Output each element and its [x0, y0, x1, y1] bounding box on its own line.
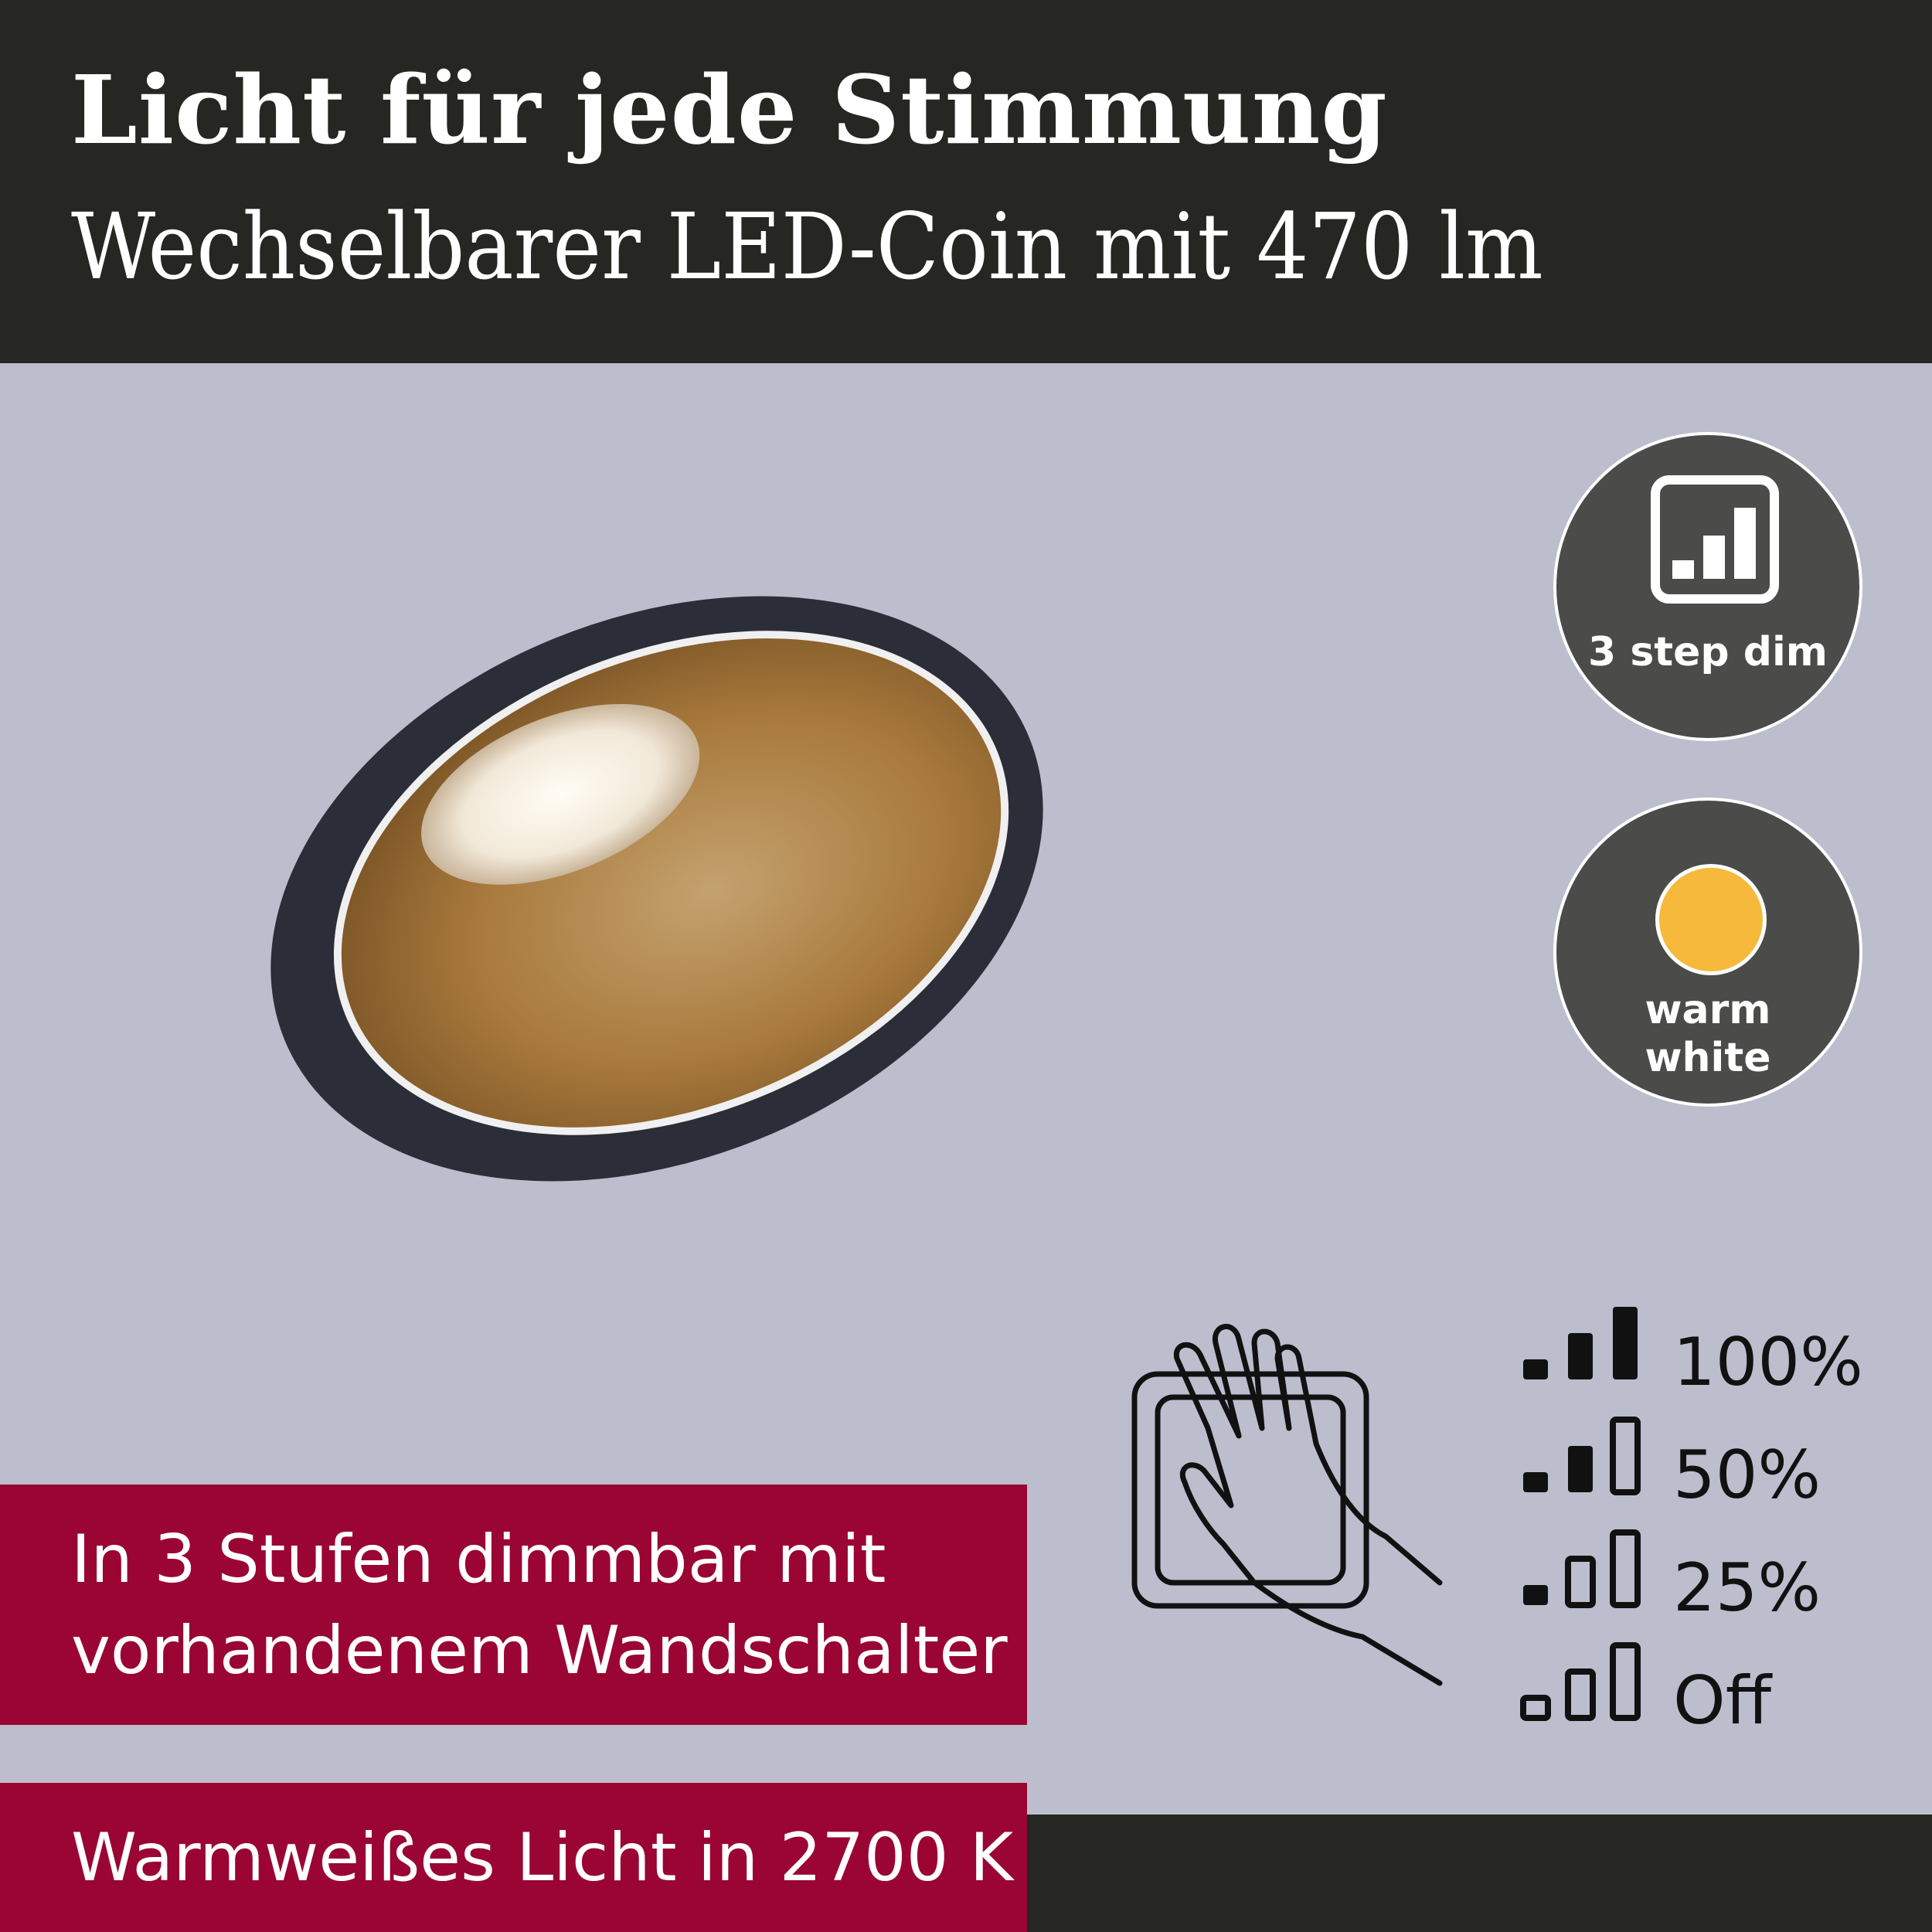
bar-empty [1565, 1556, 1596, 1608]
signal-bars-icon [1520, 1642, 1641, 1721]
dim-level-label: 100% [1673, 1324, 1863, 1401]
dim-level-label: 25% [1673, 1549, 1821, 1627]
warm-white-dot-icon [1655, 864, 1767, 975]
bar-filled [1613, 1307, 1638, 1379]
bar-filled [1523, 1472, 1548, 1492]
feature-dimming-box: In 3 Stufen dimmbar mit vorhandenem Wand… [0, 1485, 1027, 1725]
feature-dimming-line2: vorhandenem Wandschalter [71, 1612, 1008, 1689]
bar-empty [1610, 1642, 1641, 1721]
bar-empty [1610, 1417, 1641, 1495]
signal-bars-icon [1523, 1307, 1638, 1379]
badge-label-line2: white [1645, 1035, 1771, 1081]
signal-bars-icon [1523, 1529, 1641, 1608]
feature-color-temp: Warmweißes Licht in 2700 K [71, 1819, 1014, 1896]
dim-level-label: Off [1673, 1662, 1771, 1740]
badge-label-line1: warm [1645, 987, 1771, 1033]
badge-warm-white: warm white [1553, 798, 1862, 1107]
footer-bar [1027, 1815, 1932, 1932]
bar-filled [1523, 1585, 1548, 1605]
feature-color-temp-box: Warmweißes Licht in 2700 K [0, 1783, 1027, 1932]
bar-empty [1565, 1668, 1596, 1721]
badge-3-step-dim: 3 step dim [1553, 432, 1862, 741]
dim-steps-icon [1651, 475, 1779, 604]
bar-empty [1610, 1529, 1641, 1608]
bar-filled [1568, 1446, 1593, 1492]
page-subtitle: Wechselbarer LED-Coin mit 470 lm [71, 193, 1543, 300]
page-title: Licht für jede Stimmung [71, 54, 1388, 165]
bar-empty [1520, 1695, 1551, 1721]
bar-filled [1568, 1333, 1593, 1379]
hand-wall-switch-icon [1131, 1324, 1443, 1686]
bar-filled [1523, 1359, 1548, 1379]
signal-bars-icon [1523, 1417, 1641, 1495]
dim-level-label: 50% [1673, 1437, 1821, 1514]
downlight-image [270, 596, 1043, 1182]
badge-label: 3 step dim [1588, 629, 1828, 675]
feature-dimming-line1: In 3 Stufen dimmbar mit [71, 1521, 886, 1598]
header-bar: Licht für jede Stimmung Wechselbarer LED… [0, 0, 1932, 363]
